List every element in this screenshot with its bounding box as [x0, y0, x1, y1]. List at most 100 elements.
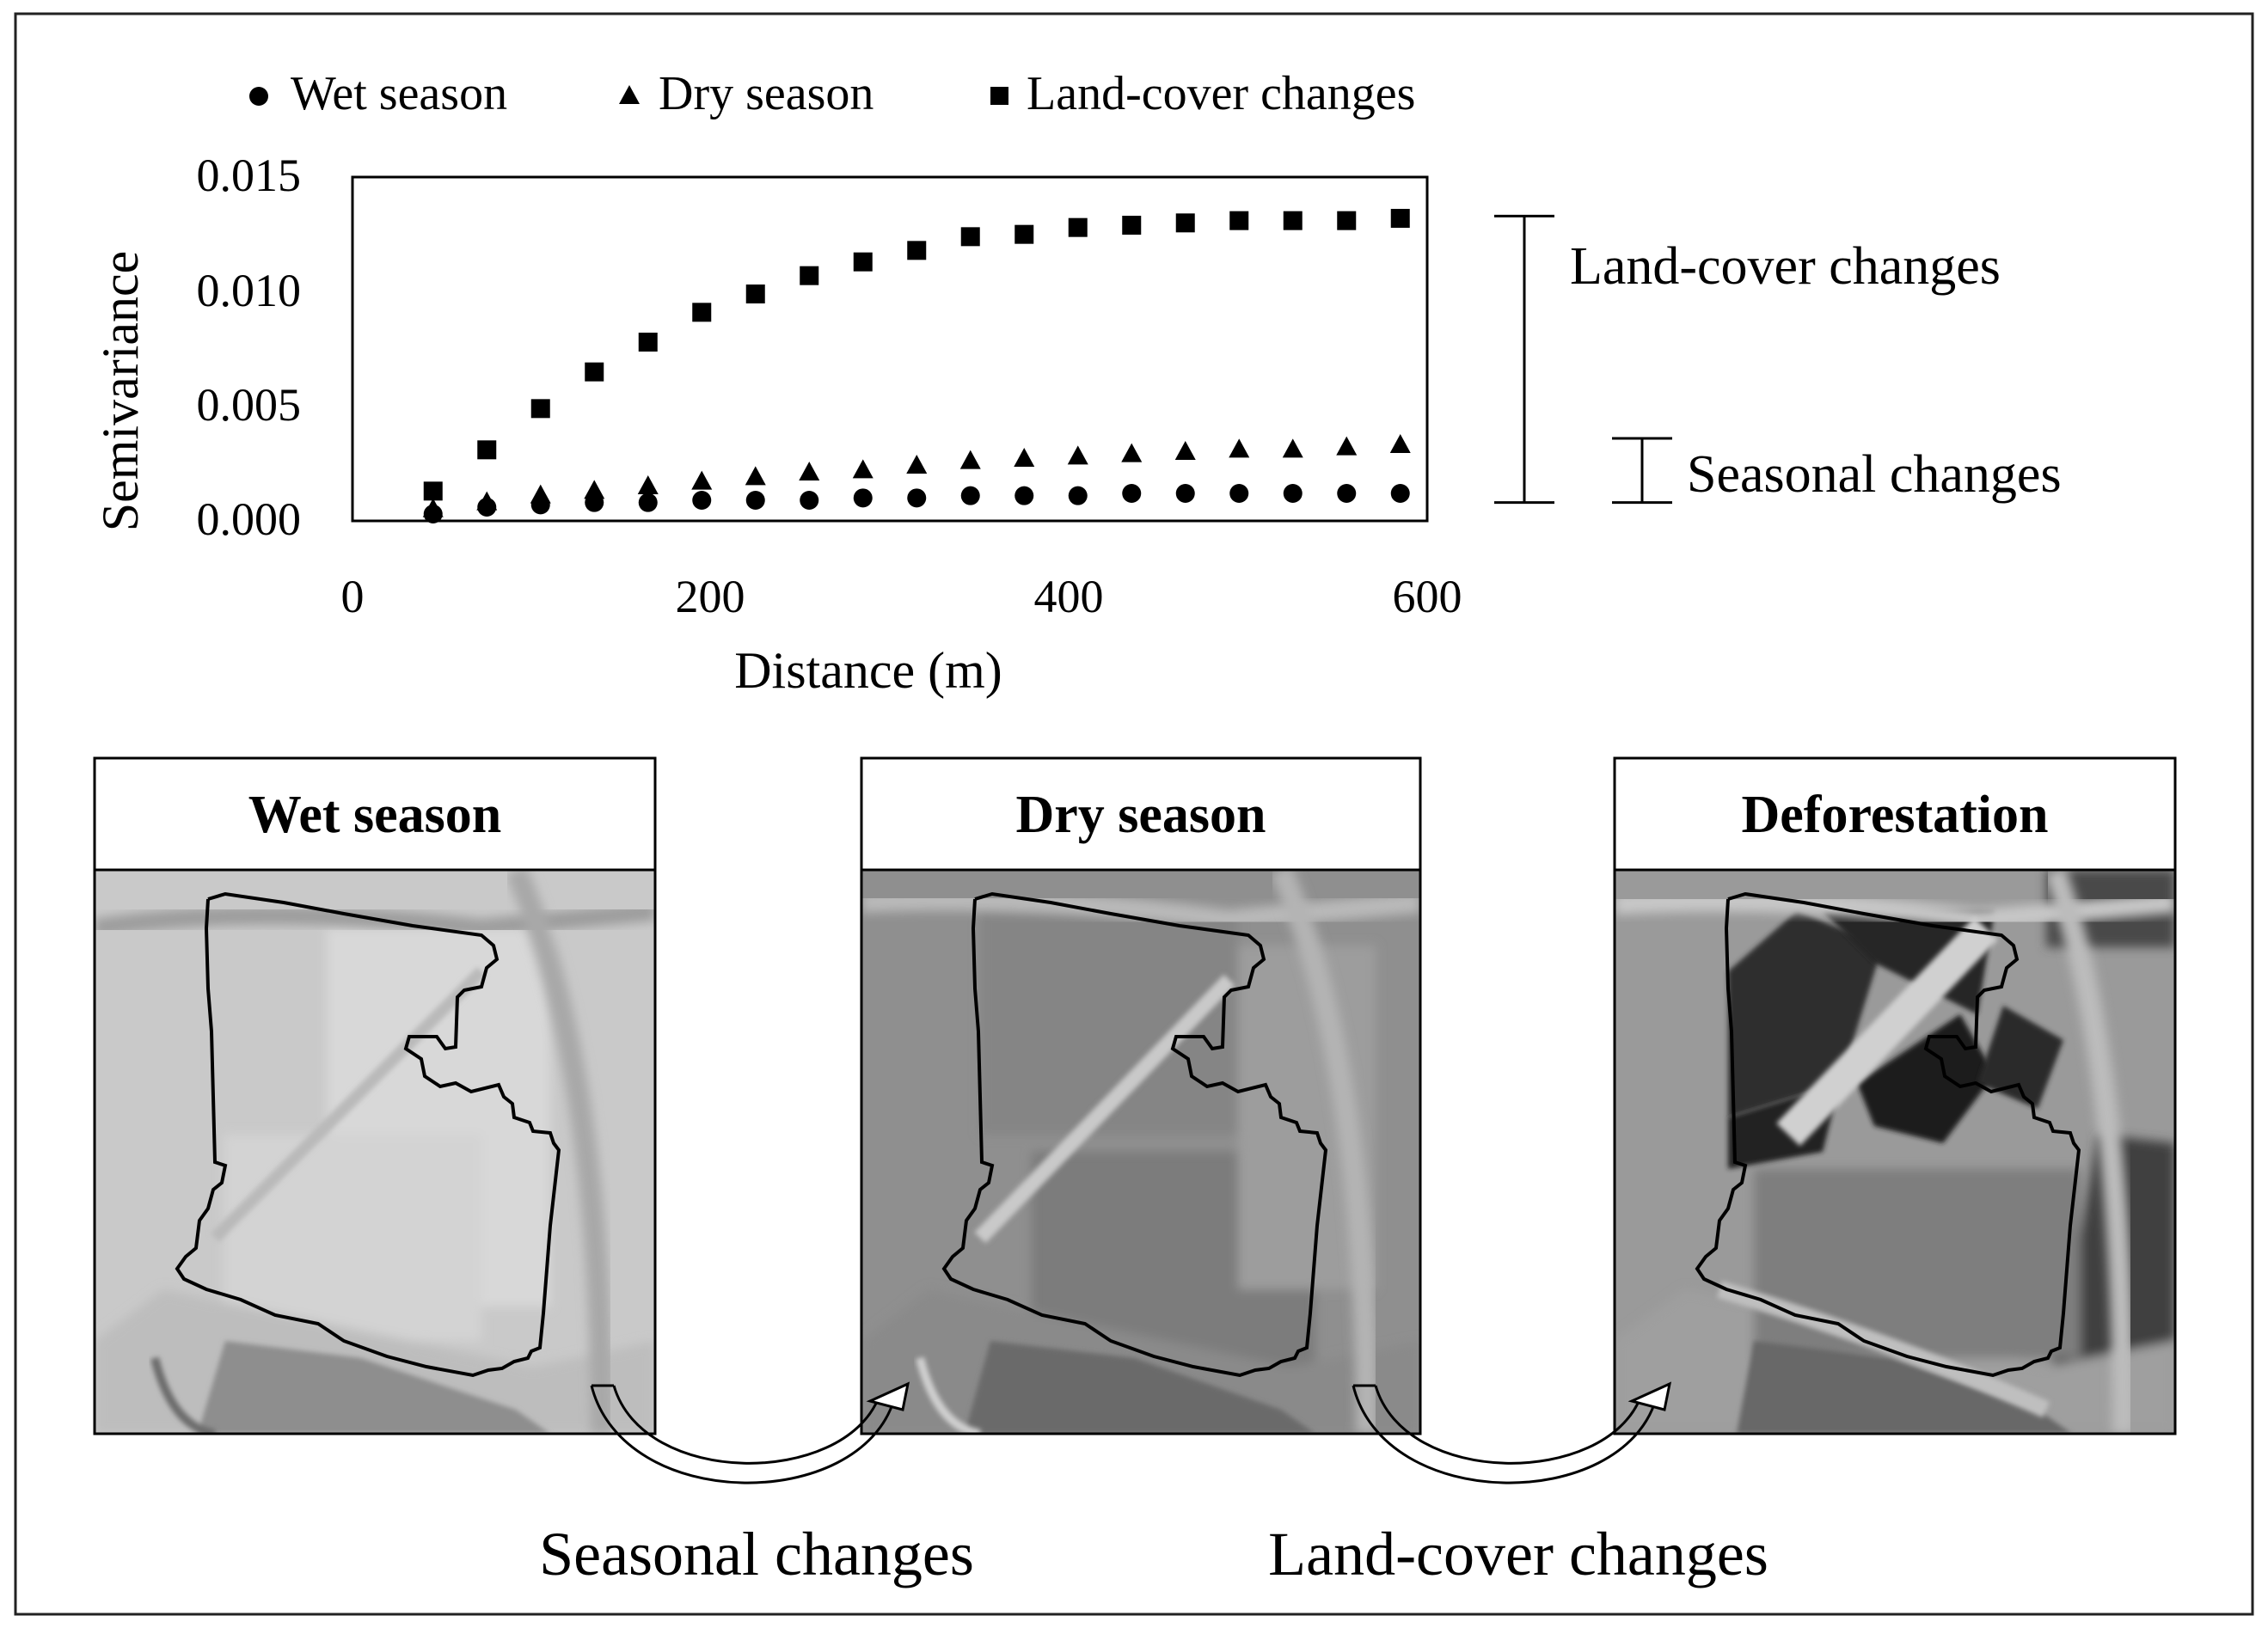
legend-circle-icon	[249, 87, 268, 106]
panel-dry-season: Dry season	[860, 756, 1422, 1435]
data-point-square	[423, 481, 443, 501]
data-point-triangle	[852, 459, 873, 479]
panel-image-frame	[1613, 868, 2177, 1435]
data-point-square	[530, 399, 550, 419]
y-tick-label: 0.015	[197, 150, 302, 201]
bracket-label-landcover: Land-cover changes	[1570, 237, 2001, 296]
arrow-label-landcover: Land-cover changes	[1268, 1520, 1768, 1588]
panel-title: Deforestation	[1742, 786, 2049, 844]
data-point-triangle	[1389, 434, 1411, 453]
data-point-square	[1337, 211, 1357, 230]
data-point-square	[745, 285, 765, 303]
data-point-square	[960, 227, 980, 247]
range-bracket	[1612, 437, 1672, 505]
data-point-square	[477, 440, 497, 460]
panel-deforestation: Deforestation	[1613, 756, 2177, 1435]
plot-area	[351, 175, 1429, 523]
data-point-circle	[1014, 486, 1034, 505]
range-bracket	[1494, 214, 1554, 505]
data-point-triangle	[530, 484, 551, 504]
x-axis-ticks: 0 200 400 600	[341, 571, 1462, 622]
data-point-triangle	[637, 475, 659, 494]
y-tick-label: 0.010	[197, 265, 302, 316]
data-point-square	[585, 362, 604, 382]
data-point-circle	[800, 491, 819, 510]
x-tick-label: 200	[676, 571, 745, 622]
data-point-triangle	[1014, 448, 1035, 467]
data-point-triangle	[1174, 441, 1196, 460]
panel-title-box	[93, 756, 657, 872]
data-point-square	[1229, 211, 1249, 230]
y-tick-label: 0.005	[197, 379, 302, 431]
data-point-circle	[1337, 484, 1357, 503]
x-tick-label: 400	[1034, 571, 1104, 622]
arrow-label-seasonal: Seasonal changes	[539, 1520, 974, 1588]
field-boundary	[175, 891, 561, 1378]
legend-label-dry: Dry season	[659, 67, 873, 120]
x-tick-label: 0	[341, 571, 365, 622]
data-point-triangle	[1282, 438, 1303, 458]
panel-title: Wet season	[248, 786, 502, 844]
chart-legend: Wet season Dry season Land-cover changes	[249, 67, 1415, 120]
data-point-square	[853, 252, 873, 272]
legend-triangle-icon	[619, 85, 640, 104]
panel-wet-season: Wet season	[93, 756, 657, 1435]
data-point-circle	[1229, 484, 1249, 503]
legend-square-icon	[990, 87, 1008, 105]
legend-label-wet: Wet season	[291, 67, 507, 120]
y-tick-label: 0.000	[197, 493, 302, 545]
satellite-image	[1615, 870, 2175, 1434]
data-point-square	[907, 241, 927, 260]
panel-title-box	[1613, 756, 2177, 872]
data-point-triangle	[1336, 436, 1358, 456]
panel-image-frame	[860, 868, 1422, 1435]
data-point-square	[692, 303, 712, 322]
data-point-circle	[1068, 486, 1088, 505]
field-boundary	[1695, 891, 2081, 1378]
range-brackets	[1494, 214, 1672, 505]
panel-image-frame	[93, 868, 657, 1435]
data-point-square	[1390, 209, 1410, 228]
data-point-triangle	[422, 498, 444, 517]
data-point-triangle	[906, 455, 928, 474]
data-marks	[422, 209, 1411, 523]
data-point-triangle	[1229, 438, 1250, 458]
satellite-image	[861, 870, 1420, 1434]
data-point-circle	[853, 488, 873, 508]
data-point-circle	[1283, 484, 1303, 503]
data-point-circle	[1175, 484, 1195, 503]
data-point-square	[1014, 224, 1034, 244]
data-point-circle	[960, 486, 980, 505]
x-tick-label: 600	[1393, 571, 1462, 622]
satellite-image	[95, 870, 655, 1434]
data-point-circle	[745, 491, 765, 510]
data-point-triangle	[959, 450, 981, 469]
y-axis-ticks: 0.015 0.010 0.005 0.000	[197, 150, 302, 545]
data-point-square	[638, 333, 658, 352]
data-point-square	[800, 266, 819, 285]
bracket-label-seasonal: Seasonal changes	[1687, 445, 2062, 504]
field-boundary	[941, 891, 1328, 1378]
data-point-circle	[1390, 484, 1410, 503]
data-point-circle	[1122, 484, 1142, 503]
arrow-seasonal	[590, 1381, 910, 1484]
legend-label-landcover: Land-cover changes	[1027, 67, 1415, 120]
data-point-triangle	[476, 491, 498, 511]
x-axis-label: Distance (m)	[734, 642, 1002, 699]
data-point-triangle	[1121, 443, 1143, 462]
arrow-landcover	[1352, 1381, 1672, 1484]
data-point-square	[1175, 213, 1195, 233]
data-point-circle	[907, 488, 927, 508]
data-point-square	[1068, 217, 1088, 237]
data-point-square	[1283, 211, 1303, 230]
data-point-triangle	[1067, 445, 1088, 465]
y-axis-label: Semivariance	[92, 251, 149, 532]
data-point-triangle	[799, 462, 820, 480]
data-point-triangle	[745, 466, 766, 486]
figure-frame	[14, 12, 2254, 1616]
data-point-triangle	[584, 480, 605, 499]
data-point-triangle	[691, 470, 713, 490]
data-point-square	[1122, 216, 1142, 235]
data-point-circle	[638, 493, 658, 512]
